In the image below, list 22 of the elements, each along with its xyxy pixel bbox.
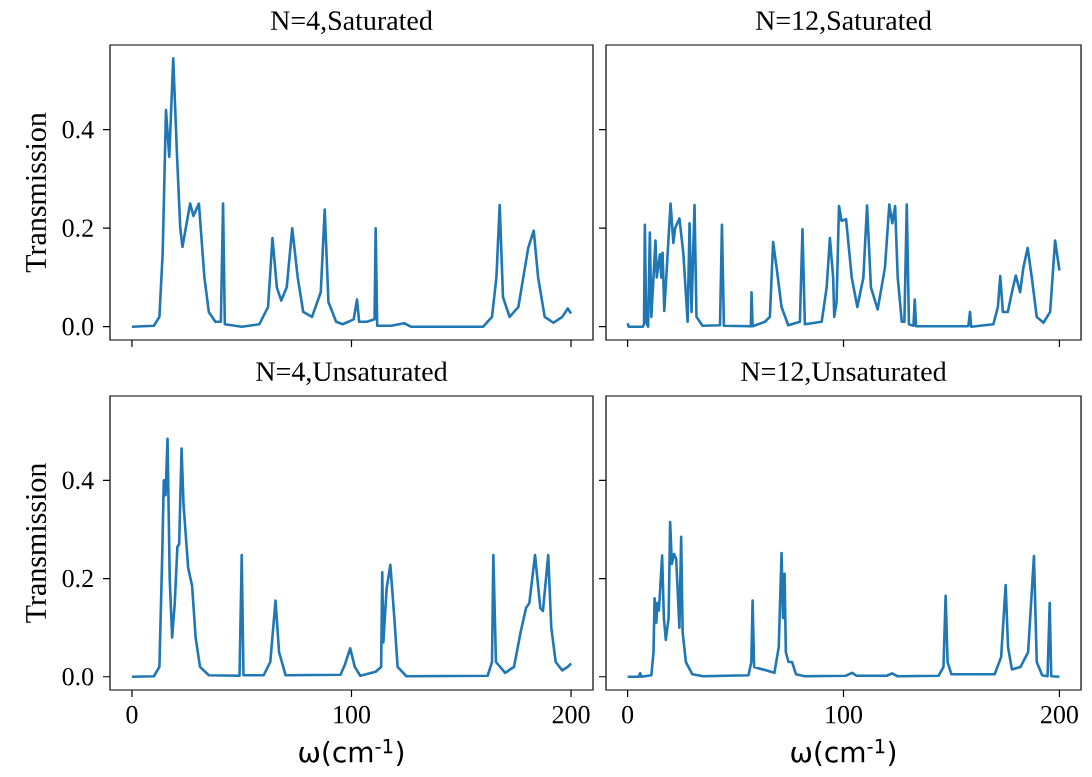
x-tick-label: 100 (826, 705, 863, 724)
y-tick-label: 0.2 (62, 569, 93, 588)
chart-title: N=4,Saturated (270, 10, 433, 35)
x-axis-title: ω(cm$^{-1}$) (299, 738, 404, 766)
x-tick-label: 200 (552, 705, 590, 724)
line-series (130, 56, 573, 328)
y-tick-label: 0.0 (62, 317, 94, 336)
y-tick-label: 0.0 (62, 667, 94, 686)
y-tick-label: 0.2 (62, 219, 93, 238)
y-axis-title: Transmission (25, 463, 47, 623)
chart-title: N=12,Saturated (755, 10, 932, 35)
x-tick-label: 200 (1041, 705, 1078, 724)
line-series (130, 437, 573, 679)
x-tick-label: 0 (126, 705, 138, 724)
x-axis-title: ω(cm$^{-1}$) (791, 738, 896, 766)
chart-title: N=12,Unsaturated (741, 361, 947, 386)
y-tick-label: 0.4 (62, 471, 94, 490)
y-tick-label: 0.4 (62, 120, 94, 139)
chart-title: N=4,Unsaturated (256, 361, 448, 386)
x-tick-label: 0 (622, 705, 634, 724)
x-tick-label: 100 (334, 705, 371, 724)
y-axis-title: Transmission (25, 112, 47, 273)
